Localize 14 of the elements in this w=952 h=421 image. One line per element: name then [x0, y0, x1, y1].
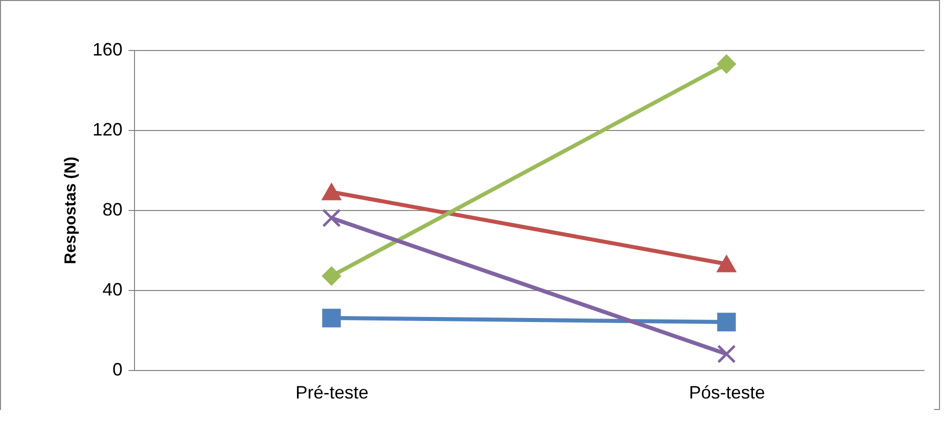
y-tick-label: 0 [112, 360, 122, 380]
y-tick-label: 160 [92, 40, 122, 60]
point [322, 266, 341, 286]
point [717, 54, 736, 74]
y-tick-label: 40 [102, 280, 122, 300]
y-tick-label: 120 [92, 120, 122, 140]
point [717, 312, 736, 332]
point [322, 208, 341, 228]
y-axis-title: Respostas (N) [62, 156, 80, 264]
point [717, 344, 736, 364]
point [322, 308, 341, 328]
y-tick-label: 80 [102, 200, 122, 220]
x-tick-label: Pré-teste [295, 382, 369, 402]
x-tick-label: Pós-teste [688, 382, 766, 402]
